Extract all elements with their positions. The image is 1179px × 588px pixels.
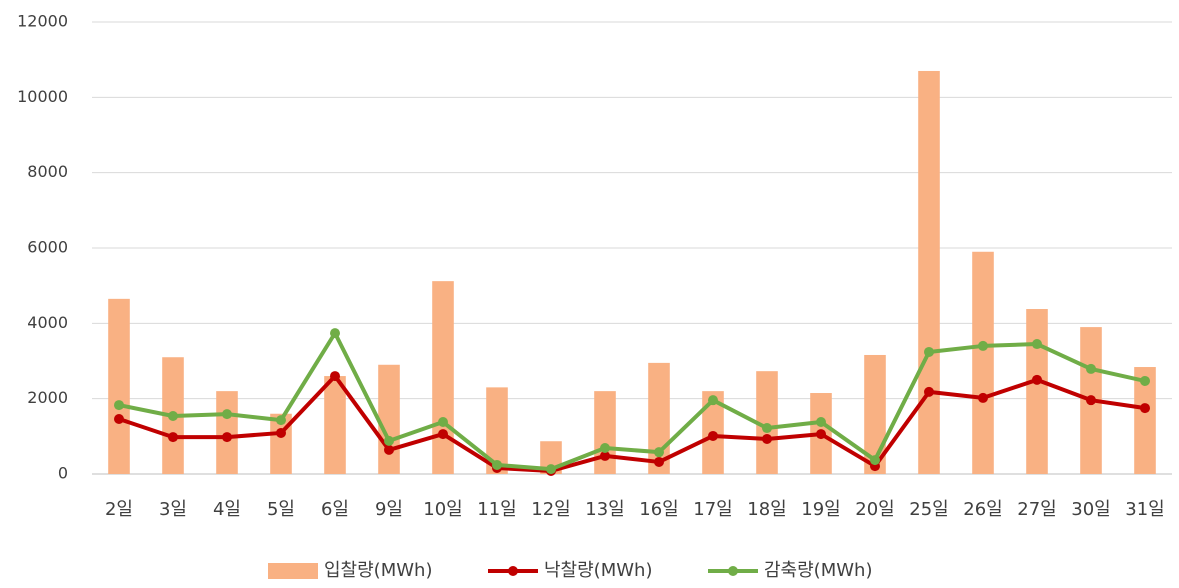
marker — [546, 464, 556, 475]
marker — [492, 459, 502, 470]
marker — [330, 328, 340, 339]
x-tick-label: 18일 — [747, 499, 786, 520]
line — [118, 331, 1146, 472]
x-tick-label: 19일 — [801, 499, 840, 520]
marker — [114, 414, 124, 425]
marker — [1140, 375, 1150, 386]
x-tick-label: 17일 — [693, 499, 732, 520]
x-tick-label: 27일 — [1017, 499, 1056, 520]
marker — [222, 409, 232, 420]
x-tick-label: 25일 — [909, 499, 948, 520]
marker — [600, 450, 610, 461]
marker — [762, 423, 772, 434]
x-tick-label: 13일 — [585, 499, 624, 520]
x-tick-label: 31일 — [1125, 499, 1164, 520]
marker — [168, 432, 178, 443]
line — [118, 374, 1146, 473]
x-tick-label: 5일 — [267, 499, 295, 520]
marker — [1140, 403, 1150, 414]
marker — [438, 429, 448, 440]
x-tick-label: 30일 — [1071, 499, 1110, 520]
bar — [972, 251, 994, 474]
bar — [756, 371, 778, 474]
x-tick-label: 2일 — [105, 499, 133, 520]
x-tick-label: 3일 — [159, 499, 187, 520]
x-tick-label: 16일 — [639, 499, 678, 520]
marker — [708, 395, 718, 406]
marker — [978, 340, 988, 351]
marker — [276, 427, 286, 438]
y-tick-label: 8000 — [27, 162, 68, 181]
legend-swatch — [268, 563, 318, 579]
marker — [762, 433, 772, 444]
marker — [654, 447, 664, 458]
y-tick-label: 2000 — [27, 388, 68, 407]
marker — [1086, 395, 1096, 406]
x-tick-label: 12일 — [531, 499, 570, 520]
bar — [594, 391, 616, 474]
legend-label: 낙찰량(MWh) — [544, 560, 652, 581]
marker — [384, 444, 394, 455]
bar — [1134, 367, 1156, 474]
bar — [918, 70, 940, 474]
marker — [924, 386, 934, 397]
bar — [378, 364, 400, 474]
legend-swatch — [508, 566, 518, 576]
bar — [486, 387, 508, 474]
marker — [1032, 374, 1042, 385]
x-tick-label: 11일 — [477, 499, 516, 520]
marker — [600, 443, 610, 454]
x-tick-label: 26일 — [963, 499, 1002, 520]
marker — [816, 429, 826, 440]
bar — [864, 354, 886, 474]
marker — [924, 346, 934, 357]
marker — [816, 417, 826, 428]
marker — [1086, 363, 1096, 374]
marker — [438, 417, 448, 428]
x-tick-label: 10일 — [423, 499, 462, 520]
y-tick-label: 10000 — [17, 87, 68, 106]
legend-label: 감축량(MWh) — [764, 560, 872, 581]
bar — [432, 281, 454, 474]
y-tick-label: 4000 — [27, 313, 68, 332]
x-tick-label: 9일 — [375, 499, 403, 520]
legend-label: 입찰량(MWh) — [324, 560, 432, 581]
marker — [384, 435, 394, 446]
marker — [276, 415, 286, 426]
marker — [978, 392, 988, 403]
bar — [324, 376, 346, 474]
marker — [330, 371, 340, 382]
y-tick-label: 12000 — [17, 12, 68, 31]
x-tick-label: 6일 — [321, 499, 349, 520]
marker — [708, 430, 718, 441]
bar — [1026, 309, 1048, 474]
marker — [222, 432, 232, 443]
x-tick-label: 4일 — [213, 499, 241, 520]
y-tick-label: 6000 — [27, 238, 68, 257]
x-tick-label: 20일 — [855, 499, 894, 520]
bar — [108, 298, 130, 474]
marker — [1032, 339, 1042, 350]
marker — [168, 410, 178, 421]
marker — [654, 456, 664, 467]
legend-swatch — [728, 566, 738, 576]
marker — [114, 400, 124, 411]
marker — [870, 455, 880, 466]
y-tick-label: 0 — [58, 464, 68, 483]
